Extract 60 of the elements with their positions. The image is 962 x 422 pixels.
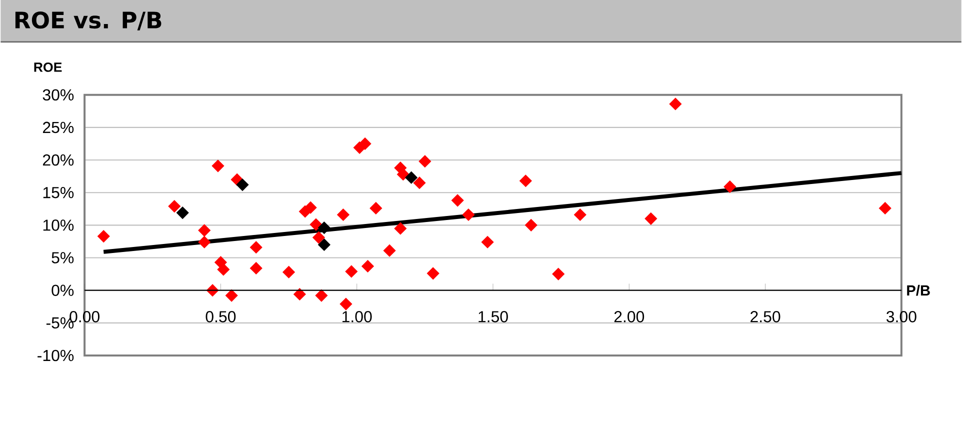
point <box>644 212 658 225</box>
point <box>370 202 382 214</box>
point <box>198 224 211 236</box>
x-tick-label: 0.50 <box>206 310 236 322</box>
point <box>282 266 295 278</box>
point <box>250 262 262 274</box>
y-tick-label: 0% <box>52 284 74 296</box>
point <box>315 289 328 302</box>
point <box>878 202 892 214</box>
point <box>394 222 407 234</box>
x-tick-label: 1.50 <box>478 310 508 322</box>
point <box>176 206 189 219</box>
point <box>481 236 494 248</box>
x-tick-label: 1.00 <box>342 310 372 322</box>
point <box>669 98 682 110</box>
point <box>340 298 352 310</box>
x-axis-title: P/B <box>907 284 930 296</box>
y-axis-title: ROE <box>34 62 62 72</box>
point <box>462 208 475 221</box>
y-tick-label: 5% <box>52 252 74 264</box>
point <box>345 265 358 278</box>
point <box>250 240 262 254</box>
point <box>168 200 181 212</box>
x-tick-label: 3.00 <box>886 310 916 322</box>
point <box>318 238 330 251</box>
point <box>198 236 211 248</box>
point <box>524 218 538 232</box>
x-tick-label: 2.00 <box>614 310 644 322</box>
y-tick-label: 15% <box>43 186 74 198</box>
point <box>318 221 330 234</box>
point <box>362 260 374 272</box>
point <box>451 194 464 206</box>
point <box>552 268 565 280</box>
point <box>405 171 418 184</box>
chart-title: ROE vs. P/B <box>15 11 162 30</box>
point <box>293 288 306 300</box>
y-tick-label: -10% <box>38 350 74 361</box>
point <box>212 159 224 172</box>
point <box>312 231 325 244</box>
point <box>519 174 532 187</box>
point <box>358 137 372 150</box>
point <box>236 178 249 191</box>
y-tick-label: 25% <box>42 122 74 133</box>
point <box>724 180 736 193</box>
point <box>304 201 317 214</box>
x-tick-label: 2.50 <box>750 310 780 322</box>
y-tick-label: 30% <box>42 89 74 100</box>
point <box>310 218 322 231</box>
y-tick-label: 20% <box>42 154 74 166</box>
point <box>413 176 426 189</box>
point <box>383 244 396 257</box>
y-tick-label: 10% <box>43 219 74 231</box>
point <box>574 208 586 221</box>
point <box>206 284 219 296</box>
point <box>337 208 350 221</box>
point <box>225 289 238 302</box>
point <box>97 230 110 242</box>
point <box>426 266 440 280</box>
point <box>217 263 230 276</box>
point <box>418 154 432 168</box>
